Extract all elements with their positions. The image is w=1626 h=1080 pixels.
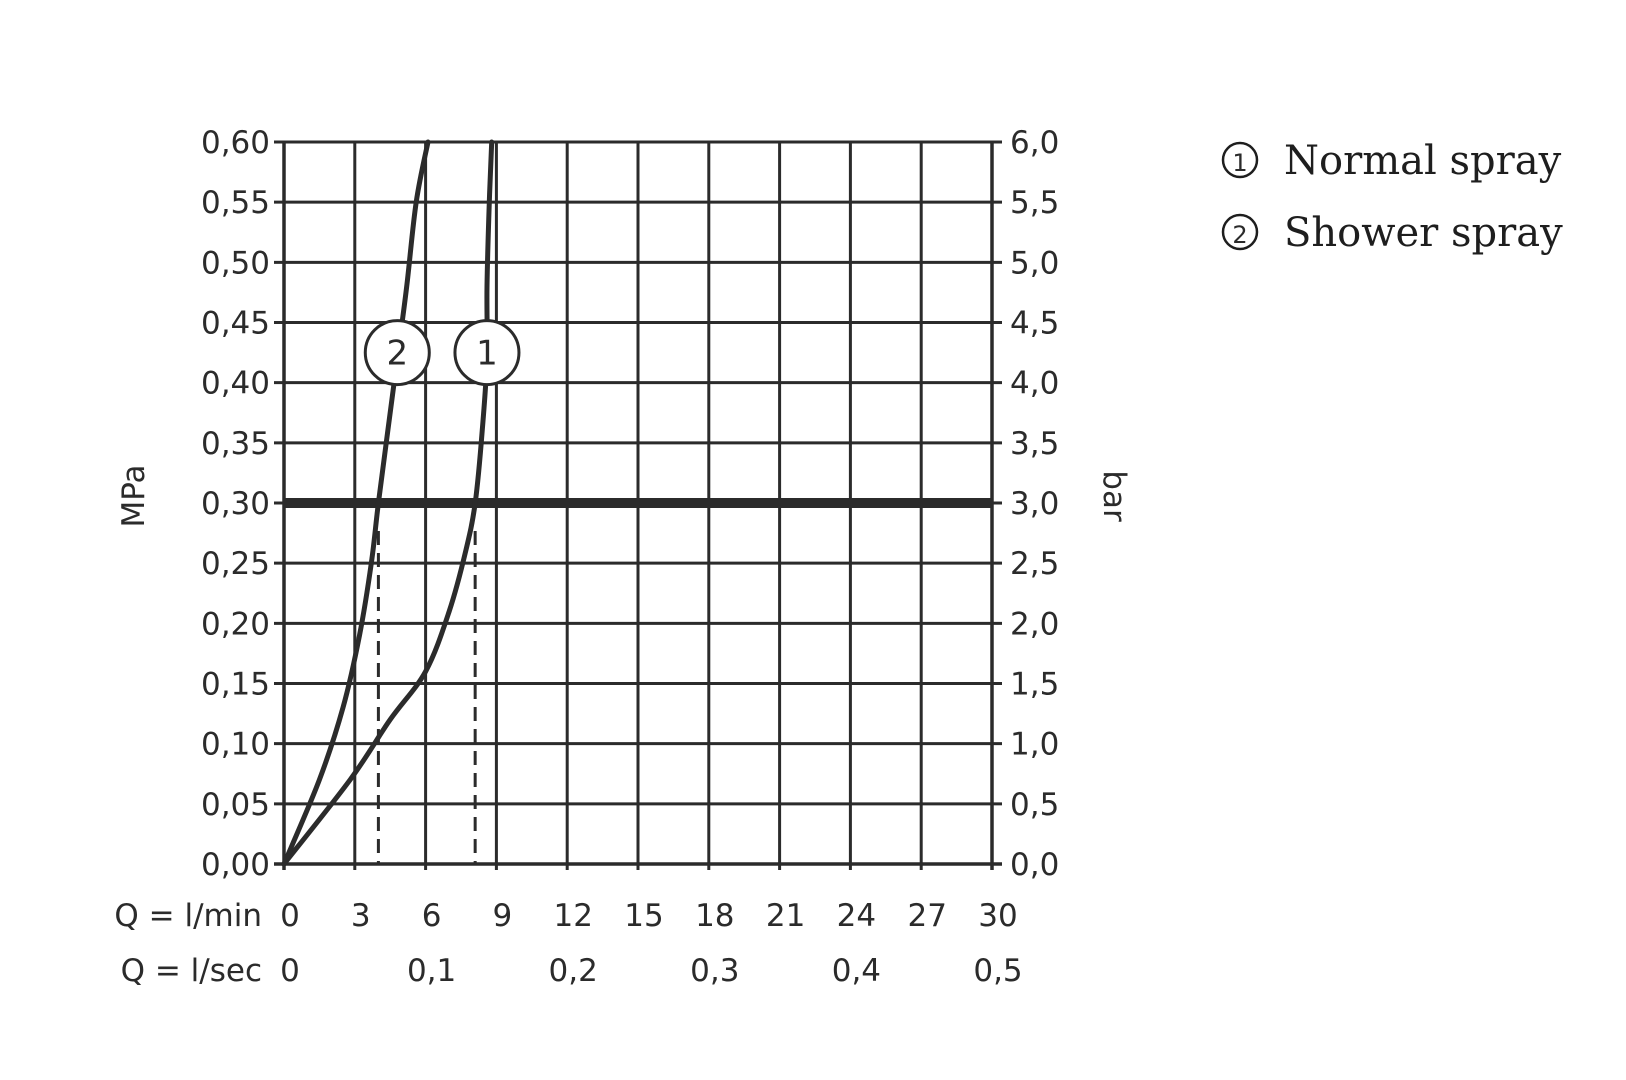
- y-tick-right-4: 2,0: [1010, 606, 1059, 642]
- legend-item-shower-spray: 2 Shower spray: [1221, 210, 1563, 256]
- x-axis-row-2-label: Q = l/sec: [121, 953, 262, 989]
- y-tick-left-7: 0,35: [201, 426, 270, 462]
- x-tick-row2-4: 0,4: [832, 953, 881, 989]
- y-tick-left-5: 0,25: [201, 546, 270, 582]
- x-tick-row1-0: 0: [280, 898, 300, 934]
- y-tick-left-9: 0,45: [201, 306, 270, 342]
- y-tick-right-0: 0,0: [1010, 847, 1059, 883]
- series-markers: 12: [363, 319, 521, 387]
- y-tick-left-11: 0,55: [201, 185, 270, 221]
- y-axis-left-title: MPa: [116, 464, 152, 527]
- y-tick-right-3: 1,5: [1010, 667, 1059, 703]
- x-tick-row2-5: 0,5: [973, 953, 1022, 989]
- legend-symbol-1: 1: [1232, 149, 1247, 177]
- y-tick-left-1: 0,05: [201, 787, 270, 823]
- y-tick-right-6: 3,0: [1010, 486, 1059, 522]
- y-tick-left-8: 0,40: [201, 366, 270, 402]
- legend-label-normal-spray: Normal spray: [1284, 138, 1562, 184]
- x-tick-row1-2: 6: [422, 898, 442, 934]
- x-tick-row1-1: 3: [351, 898, 371, 934]
- legend-item-normal-spray: 1 Normal spray: [1221, 138, 1562, 184]
- dashed-drop-lines: [376, 531, 477, 864]
- y-tick-left-4: 0,20: [201, 606, 270, 642]
- series-line-shower-spray: [281, 139, 431, 867]
- y-tick-right-7: 3,5: [1010, 426, 1059, 462]
- legend-symbol-circle-2: [1221, 213, 1259, 251]
- x-tick-row1-4: 12: [553, 898, 592, 934]
- series-marker-label-normal-spray: 1: [476, 334, 498, 374]
- y-tick-right-9: 4,5: [1010, 306, 1059, 342]
- x-tick-row2-0: 0: [280, 953, 300, 989]
- x-tick-row1-8: 24: [837, 898, 876, 934]
- y-tick-right-8: 4,0: [1010, 366, 1059, 402]
- series-line-normal-spray: [281, 139, 495, 867]
- series-marker-circle-shower-spray: [363, 319, 431, 387]
- x-axis-lmin-label: Q = l/min: [114, 898, 262, 934]
- y-tick-left-12: 0,60: [201, 125, 270, 161]
- x-tick-row1-7: 21: [766, 898, 805, 934]
- y-tick-right-11: 5,5: [1010, 185, 1059, 221]
- series-marker-label-shower-spray: 2: [386, 334, 408, 374]
- y-tick-left-3: 0,15: [201, 667, 270, 703]
- y-axis-right-title: bar: [1096, 470, 1132, 522]
- series-marker-circle-normal-spray: [453, 319, 521, 387]
- y-tick-left-2: 0,10: [201, 727, 270, 763]
- x-tick-row2-2: 0,2: [549, 953, 598, 989]
- legend: 1 Normal spray 2 Shower spray: [1221, 138, 1563, 256]
- y-tick-right-12: 6,0: [1010, 125, 1059, 161]
- x-tick-row1-6: 18: [695, 898, 734, 934]
- legend-label-shower-spray: Shower spray: [1284, 210, 1563, 256]
- series-lines: [281, 139, 495, 867]
- x-tick-row1-9: 27: [907, 898, 946, 934]
- x-tick-row2-3: 0,3: [690, 953, 739, 989]
- x-tick-row1-3: 9: [493, 898, 513, 934]
- x-tick-row1-5: 15: [624, 898, 663, 934]
- x-tick-row1-10: 30: [978, 898, 1017, 934]
- legend-symbol-2: 2: [1232, 221, 1247, 249]
- y-tick-right-1: 0,5: [1010, 787, 1059, 823]
- tick-labels: 0,000,050,100,150,200,250,300,350,400,45…: [201, 125, 1059, 989]
- x-axis-row-1-label: Q = l/min: [114, 898, 262, 934]
- x-axis-lsec-label: Q = l/sec: [121, 953, 262, 989]
- y-tick-right-10: 5,0: [1010, 245, 1059, 281]
- y-tick-left-10: 0,50: [201, 245, 270, 281]
- y-tick-left-6: 0,30: [201, 486, 270, 522]
- x-tick-row2-1: 0,1: [407, 953, 456, 989]
- y-tick-right-2: 1,0: [1010, 727, 1059, 763]
- y-tick-left-0: 0,00: [201, 847, 270, 883]
- y-tick-right-5: 2,5: [1010, 546, 1059, 582]
- legend-symbol-circle-1: [1221, 141, 1259, 179]
